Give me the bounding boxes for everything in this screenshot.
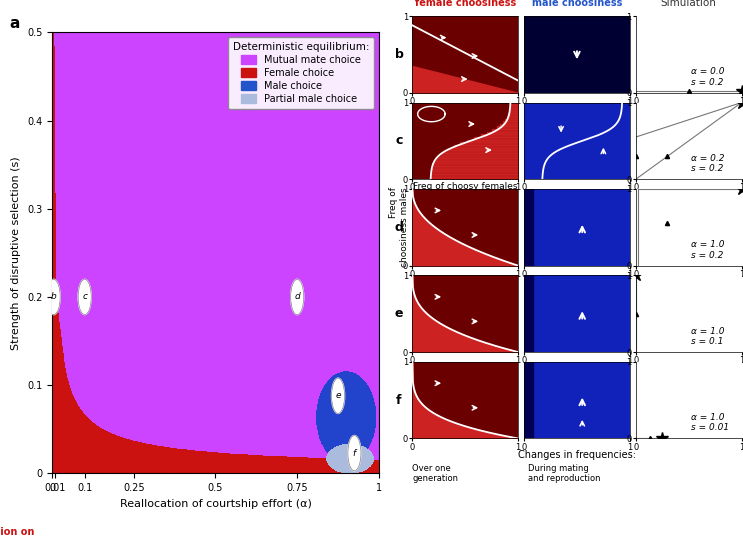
Text: α = 1.0
s = 0.2: α = 1.0 s = 0.2 [691, 240, 724, 259]
Bar [524, 362, 533, 438]
Text: d: d [294, 293, 300, 301]
X-axis label: Reallocation of courtship effort (α): Reallocation of courtship effort (α) [120, 499, 311, 509]
Text: a: a [10, 16, 20, 31]
Text: f: f [396, 394, 402, 407]
Y-axis label: Strength of disruptive selection (s): Strength of disruptive selection (s) [11, 156, 22, 350]
Text: Freq of choosy females: Freq of choosy females [413, 182, 517, 191]
Text: e: e [395, 307, 403, 320]
Text: Selection on
female choosiness: Selection on female choosiness [415, 0, 516, 8]
Bar [524, 189, 533, 266]
Text: e: e [335, 391, 341, 400]
Text: b: b [51, 293, 56, 301]
Text: b: b [395, 48, 403, 61]
Text: Freq of
choosiness males: Freq of choosiness males [389, 187, 409, 267]
Text: f: f [353, 449, 356, 458]
Text: Selection on
male choosiness: Selection on male choosiness [532, 0, 622, 8]
Text: During mating
and reproduction: During mating and reproduction [528, 464, 600, 483]
Text: d: d [395, 221, 403, 234]
Circle shape [47, 279, 60, 315]
Legend: Mutual mate choice, Female choice, Male choice, Partial male choice: Mutual mate choice, Female choice, Male … [228, 37, 374, 109]
Circle shape [348, 435, 361, 471]
Text: c: c [82, 293, 87, 301]
Text: Over one
generation: Over one generation [412, 464, 458, 483]
Circle shape [291, 279, 304, 315]
Bar [524, 275, 533, 352]
Text: α = 0.2
s = 0.2: α = 0.2 s = 0.2 [691, 154, 724, 173]
Text: Simulation: Simulation [661, 0, 716, 8]
Text: c: c [395, 134, 403, 147]
Text: α = 0.0
s = 0.2: α = 0.0 s = 0.2 [691, 67, 724, 87]
Text: Selection on
female choosiness: Selection on female choosiness [0, 527, 51, 538]
Text: α = 1.0
s = 0.1: α = 1.0 s = 0.1 [691, 327, 724, 346]
Text: α = 1.0
s = 0.01: α = 1.0 s = 0.01 [691, 413, 729, 433]
Circle shape [78, 279, 91, 315]
Text: Changes in frequencies:: Changes in frequencies: [518, 450, 636, 459]
Circle shape [331, 378, 345, 413]
